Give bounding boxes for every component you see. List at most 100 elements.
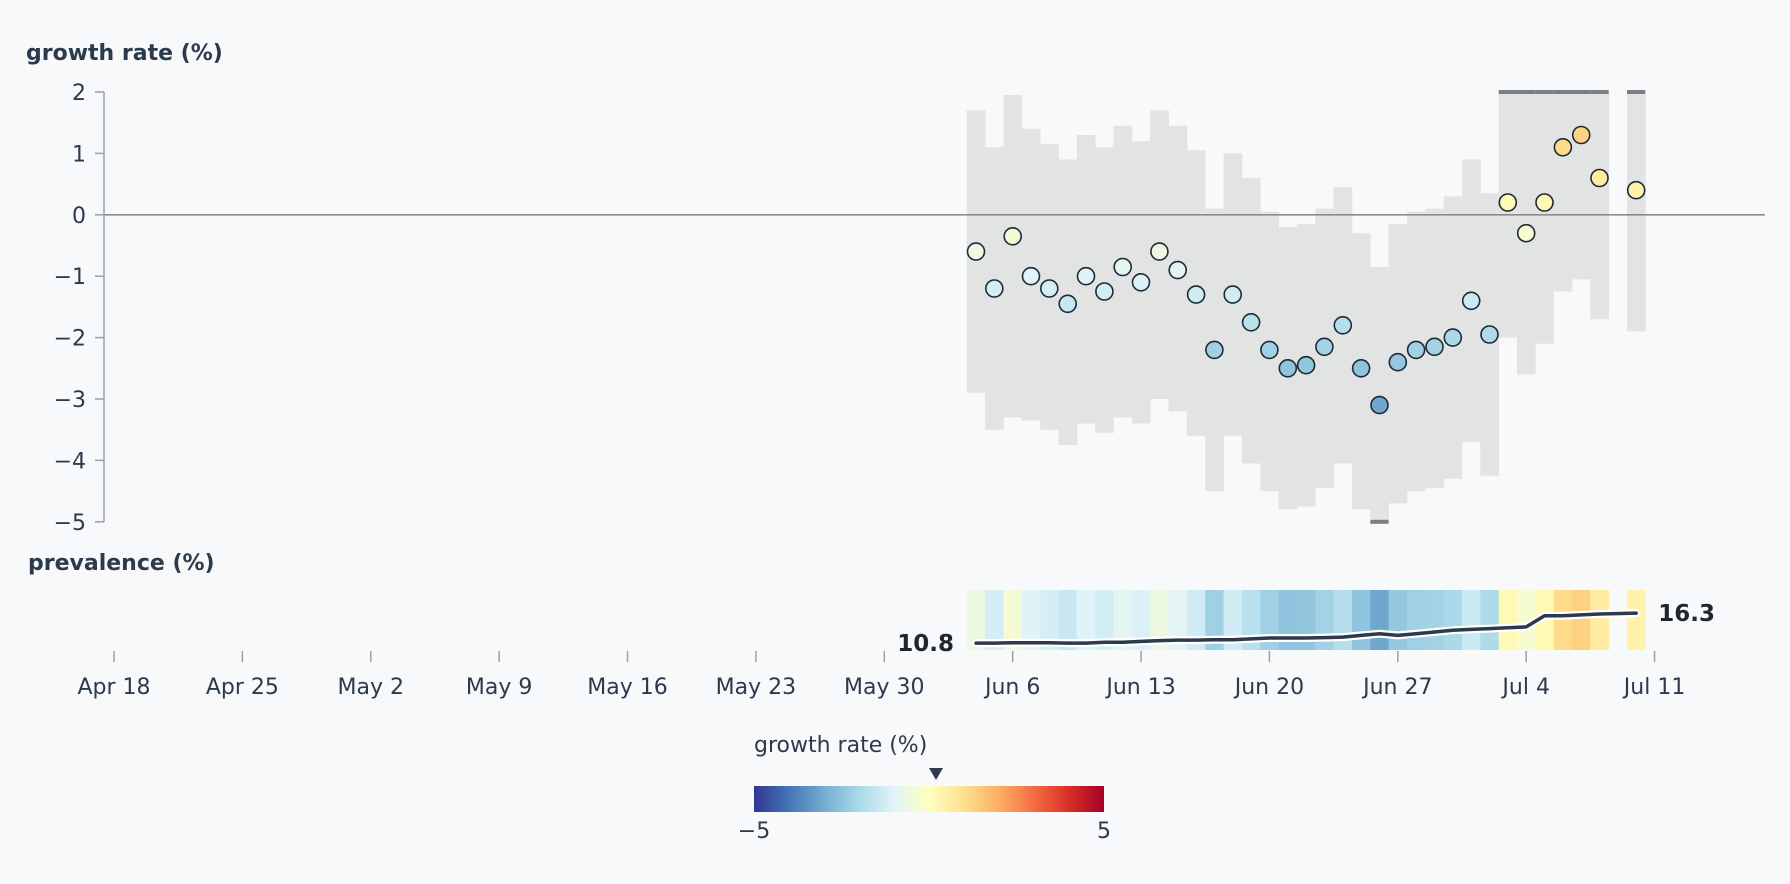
- confidence-band: [1535, 92, 1554, 344]
- growth-rate-point: [1498, 193, 1518, 212]
- clip-marker-top: [1517, 90, 1536, 94]
- legend-marker: [929, 768, 943, 780]
- prevalence-line: [972, 609, 1641, 648]
- x-tick-label: Jul 4: [1500, 675, 1550, 700]
- y-tick-label: −4: [54, 449, 86, 474]
- prevalence-strip-cell: [1021, 590, 1041, 650]
- legend-min-label: −5: [738, 819, 770, 844]
- x-tick-label: Jun 13: [1104, 675, 1175, 700]
- x-axis: Apr 18 Apr 25 May 2 May 9 May 16 May 23 May 30…: [77, 651, 1685, 700]
- prevalence-strip-cell: [1205, 590, 1224, 650]
- confidence-band: [1553, 92, 1573, 292]
- x-tick-label: May 2: [338, 675, 404, 700]
- y-tick-label: −3: [54, 388, 86, 413]
- growth-rate-point: [1296, 355, 1316, 375]
- growth-rate-points: [966, 125, 1646, 415]
- growth-rate-point: [1260, 340, 1279, 360]
- prevalence-strip-cell: [1186, 590, 1206, 650]
- x-tick-label: Apr 25: [206, 675, 279, 700]
- clip-marker-top: [1590, 90, 1609, 94]
- x-tick-label: Jun 27: [1361, 675, 1432, 700]
- x-tick-label: May 23: [716, 675, 796, 700]
- y-tick-label: −5: [54, 511, 86, 536]
- growth-rate-point: [1333, 315, 1353, 335]
- growth-rate-point: [1150, 242, 1169, 261]
- growth-rate-point: [1205, 340, 1224, 360]
- prevalence-end-label: 16.3: [1658, 601, 1715, 627]
- clip-marker-top: [1627, 90, 1646, 94]
- prevalence-strip-cell: [1150, 590, 1169, 650]
- prevalence-strip-cell: [1168, 590, 1188, 650]
- prevalence-strip-cell: [1498, 590, 1518, 650]
- confidence-band: [1003, 95, 1023, 418]
- growth-rate-point: [1535, 193, 1554, 212]
- growth-rate-point: [1131, 272, 1151, 292]
- x-tick-label: May 30: [844, 675, 924, 700]
- prevalence-start-label: 10.8: [897, 631, 954, 657]
- legend-title: growth rate (%): [754, 733, 927, 758]
- growth-rate-point: [1186, 285, 1206, 304]
- x-tick-label: Jun 20: [1233, 675, 1304, 700]
- growth-rate-point: [1406, 340, 1426, 360]
- growth-rate-point: [1058, 294, 1077, 314]
- growth-rate-point: [1113, 257, 1132, 277]
- prevalence-strip-cell: [1076, 590, 1096, 650]
- growth-rate-point: [984, 279, 1004, 298]
- growth-rate-point: [1461, 291, 1481, 311]
- confidence-band: [1590, 92, 1610, 320]
- growth-rate-point: [1388, 352, 1408, 372]
- x-tick-label: Jul 11: [1622, 675, 1686, 700]
- prevalence-strip-cell: [1590, 590, 1610, 650]
- x-tick-label: May 16: [587, 675, 667, 700]
- growth-rate-point: [1553, 138, 1573, 157]
- x-tick-label: Jun 6: [983, 675, 1040, 700]
- growth-rate-point: [1370, 395, 1389, 415]
- prevalence-strip-cell: [985, 590, 1004, 650]
- growth-rate-point: [1241, 312, 1261, 332]
- clipped-interval-markers: [1370, 90, 1646, 524]
- prevalence-strip-cell: [1517, 590, 1536, 650]
- prevalence-strip-cell: [1425, 590, 1444, 650]
- prevalence-strip-cell: [1572, 590, 1591, 650]
- y-tick-label: 0: [72, 204, 86, 229]
- prevalence-strip-cell: [1351, 590, 1371, 650]
- growth-rate-point: [1425, 337, 1444, 357]
- y-tick-label: 2: [72, 81, 86, 106]
- prevalence-strip-cell: [1131, 590, 1151, 650]
- growth-rate-point: [1168, 260, 1187, 280]
- prevalence-strip-cell: [1553, 590, 1573, 650]
- prevalence-strip-cell: [1388, 590, 1408, 650]
- prevalence-strip-cell: [1003, 590, 1023, 650]
- clip-marker-top: [1535, 90, 1554, 94]
- prevalence-line-path: [974, 611, 1638, 645]
- growth-rate-point: [1040, 279, 1059, 298]
- prevalence-strip-cell: [1480, 590, 1499, 650]
- growth-rate-point: [1480, 325, 1499, 344]
- prevalence-strip-cell: [1223, 590, 1243, 650]
- growth-rate-point: [1571, 125, 1591, 145]
- clip-marker-bottom: [1370, 519, 1389, 524]
- clip-marker-top: [1498, 90, 1517, 94]
- growth-rate-point: [1095, 282, 1114, 301]
- prevalence-strip-cell: [1370, 590, 1389, 650]
- clip-marker-top: [1572, 90, 1591, 94]
- growth-rate-point: [1443, 328, 1463, 347]
- growth-rate-point: [1076, 266, 1096, 286]
- confidence-band: [1627, 92, 1646, 332]
- x-tick-label: May 9: [466, 675, 532, 700]
- growth-rate-point: [1021, 266, 1041, 286]
- growth-rate-point: [966, 242, 986, 261]
- y-axis: 2 1 0 −1 −2 −3 −4 −5: [54, 81, 105, 536]
- growth-rate-point: [1590, 168, 1609, 188]
- clip-marker-top: [1553, 90, 1572, 94]
- color-legend: growth rate (%) −5 5: [738, 733, 1111, 844]
- y-tick-label: −1: [54, 265, 86, 290]
- growth-rate-point: [1223, 285, 1242, 304]
- prevalence-strip-cell: [1113, 590, 1133, 650]
- y-tick-label: −2: [54, 327, 86, 352]
- prevalence-strip-cell: [966, 590, 986, 650]
- growth-rate-point: [1315, 337, 1334, 357]
- prevalence-strip-cell: [1040, 590, 1059, 650]
- x-tick-label: Apr 18: [77, 675, 150, 700]
